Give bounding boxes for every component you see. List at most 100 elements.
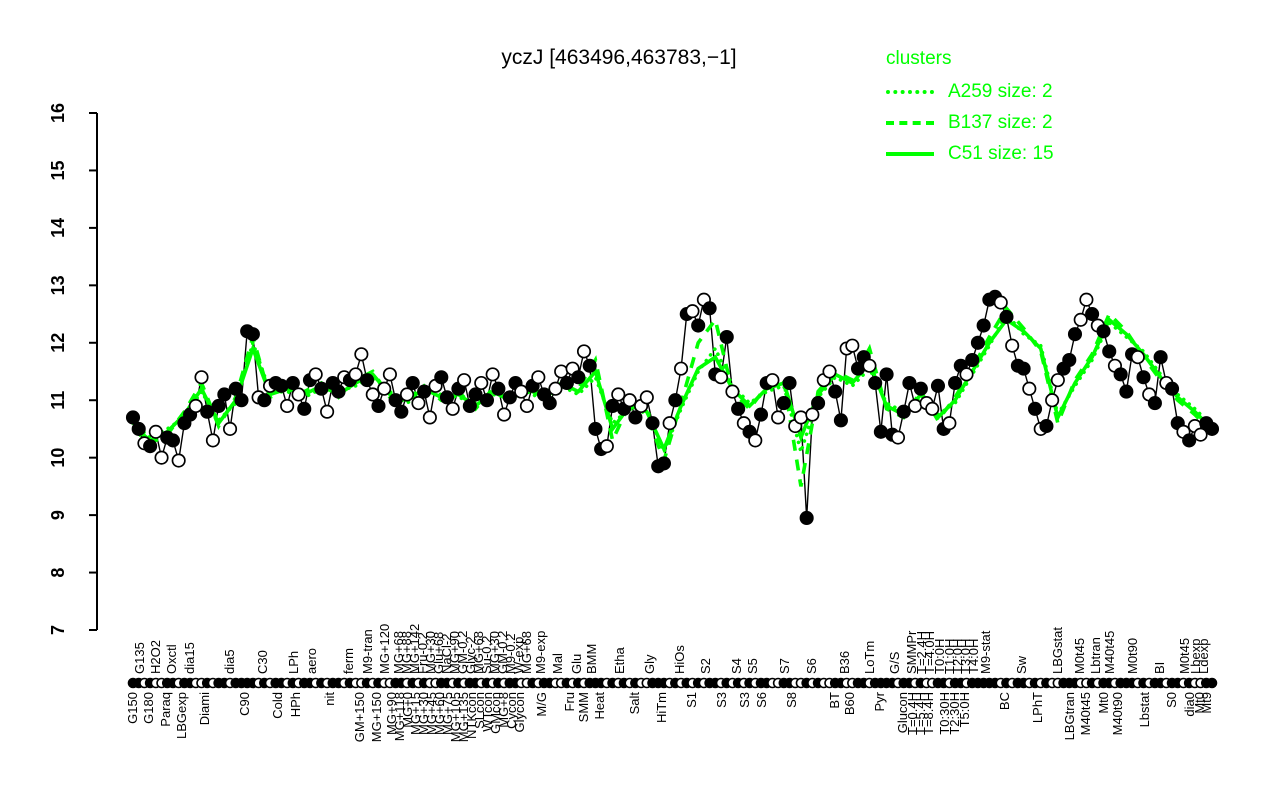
data-point [942,416,957,431]
data-point [217,387,232,402]
x-label-bottom: Lbstat [1137,692,1152,728]
x-label-top: MG+68 [471,631,486,674]
y-tick-label: 9 [48,510,68,520]
x-label-bottom: MG+105 [448,692,463,742]
x-label-top: MG+90 [447,631,462,674]
data-point [873,424,888,439]
x-label-top: Lbtran [1088,637,1103,674]
x-label-top: Glu [569,654,584,674]
x-label-bottom: Heat [592,692,607,720]
data-point [194,370,209,385]
data-point [1039,419,1054,434]
data-point [491,381,506,396]
data-point [656,456,671,471]
x-label-bottom: HPh [288,692,303,717]
x-label-bottom: MG+135 [456,692,471,742]
data-point [805,407,820,422]
x-label-bottom: M40t90 [1110,692,1125,735]
x-label-top: G/S [887,651,902,674]
data-point [434,370,449,385]
x-label-top: MG+30 [487,631,502,674]
x-label-top: GM-0.2 [495,631,510,674]
data-point [913,381,928,396]
data-point [713,370,729,385]
data-point [445,401,460,416]
data-point [548,381,563,396]
data-point [902,375,917,391]
x-label-bottom: Cycon [504,692,519,729]
data-point [1022,381,1037,396]
data-point [1016,361,1031,376]
dashed-line-sample [886,120,934,125]
data-point [1136,370,1151,385]
x-label-bottom: MG+15 [408,692,423,735]
x-label-top: M9-0.2 [503,634,518,674]
x-label-top: ferm [341,648,356,674]
x-label-top: T=4.0H [922,631,937,674]
data-point [862,358,877,373]
x-label-top: T1:0H [942,639,957,674]
x-label-bottom: MG+0 [400,692,415,728]
data-point [868,375,883,391]
data-point [348,367,363,382]
data-point [148,424,163,439]
data-point [411,396,426,411]
data-point [1113,367,1128,382]
data-point [993,295,1008,310]
data-point [948,375,963,391]
x-label-top: M40t45 [1102,631,1117,674]
data-point [1204,421,1220,436]
x-label-bottom: MG+60 [432,692,447,735]
legend-item-label: B137 size: 2 [948,111,1053,133]
data-point [405,375,420,391]
x-label-bottom: Mt0 [1096,692,1111,714]
legend-item-b137: B137 size: 2 [886,107,1054,138]
x-label-top: BI [1152,662,1167,674]
data-point [605,398,620,414]
data-point [125,410,141,425]
x-label-bottom: MG+30 [416,692,431,735]
x-label-top: M0t90 [1125,638,1140,674]
x-label-bottom: M40t45 [1078,692,1093,735]
data-point [765,373,780,388]
chart-title: yczJ [463496,463783,−1] [501,46,737,69]
x-label-top: Etha [612,646,627,674]
data-point [519,398,534,414]
data-point [514,384,529,399]
data-point [776,396,791,411]
x-label-bottom: T=8.4H [921,692,936,735]
x-label-bottom: LPhT [1030,692,1045,723]
data-point [1153,350,1168,365]
data-point [457,373,472,388]
x-label-top: M0t45 [1177,638,1192,674]
data-point [1147,396,1162,411]
x-label-top: Glu+68 [431,632,446,674]
x-label-bottom: M/G [534,692,549,717]
data-point [668,393,683,408]
x-label-bottom: S3 [714,692,729,708]
y-tick-label: 13 [48,275,68,295]
data-point [908,398,923,414]
legend-item-label: A259 size: 2 [948,80,1053,102]
x-label-top: M9-stat [978,630,993,674]
data-point [154,450,169,465]
x-label-top: S2 [698,658,713,674]
x-label-top: Su-0.2 [479,636,494,674]
x-label-top: Oxctl [164,644,179,674]
data-point [959,367,974,382]
condition-band-marker [1206,677,1218,689]
data-point [382,367,397,382]
x-label-top: S7 [777,658,792,674]
data-point [1164,381,1180,396]
legend: clusters A259 size: 2 B137 size: 2 C51 s… [886,44,1054,169]
data-point [188,398,203,414]
x-label-top: LPh [286,651,301,674]
x-label-bottom: MG+150 [369,692,384,742]
x-label-bottom: S8 [784,692,799,708]
x-label-top: T3:0H [958,639,973,674]
x-label-bottom: SLcon [472,692,487,729]
data-point [542,396,557,411]
x-label-bottom: T=0.4H [905,692,920,735]
data-point [143,439,158,454]
